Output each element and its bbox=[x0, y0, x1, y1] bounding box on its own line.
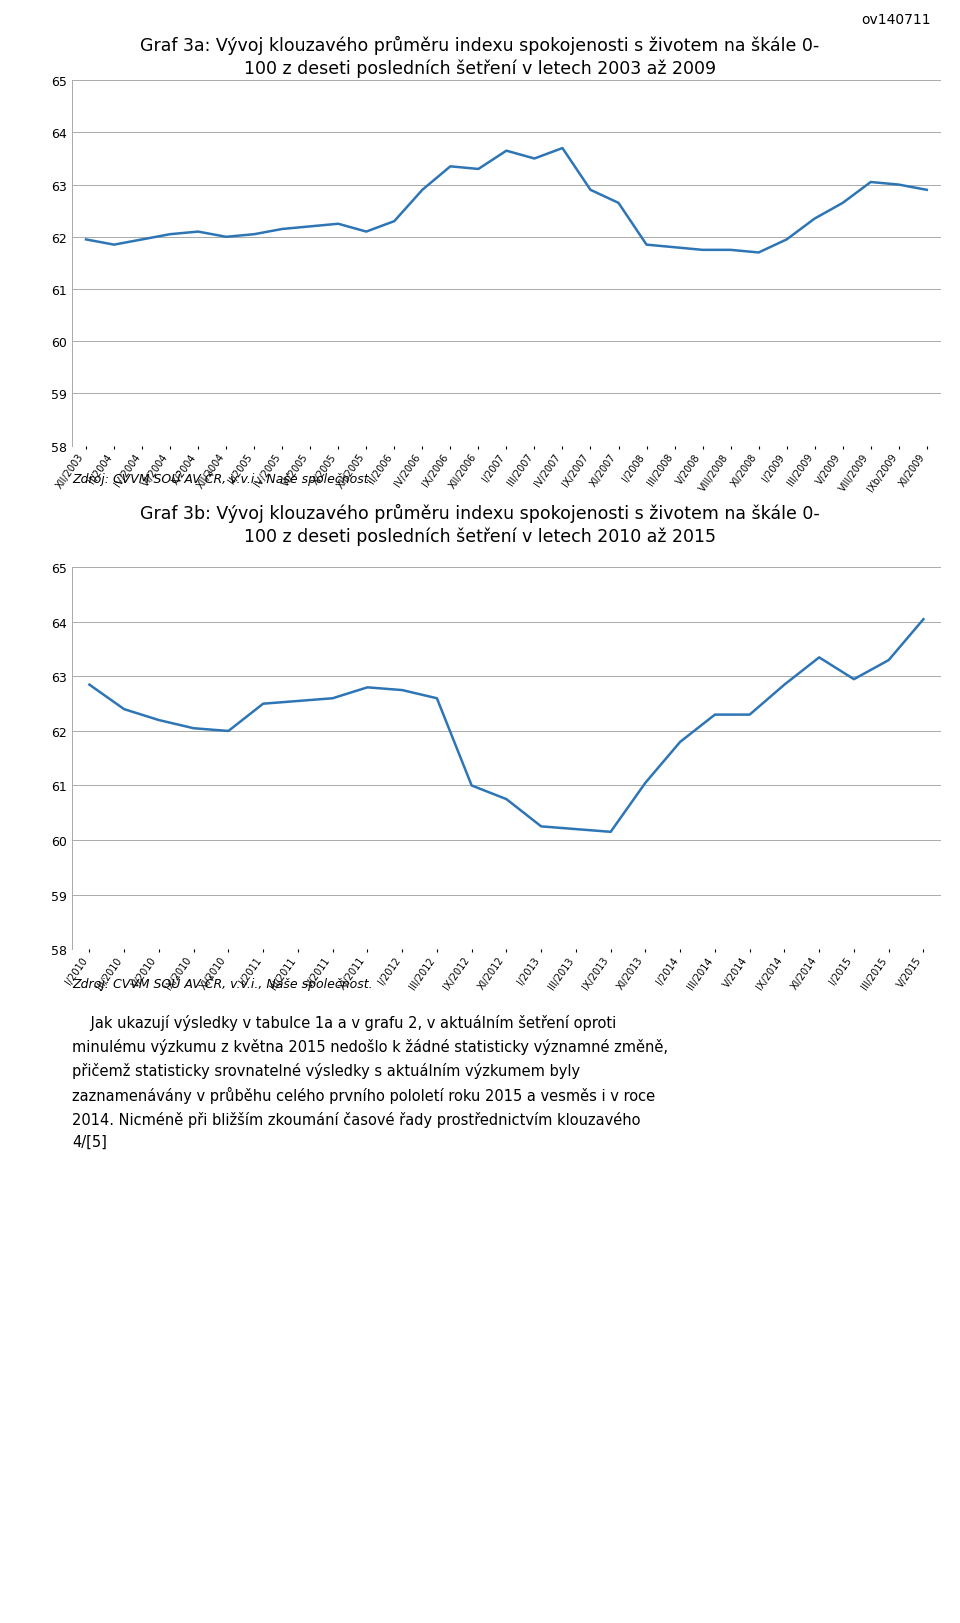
Text: Graf 3b: Vývoj klouzavého průměru indexu spokojenosti s životem na škále 0-
100 : Graf 3b: Vývoj klouzavého průměru indexu… bbox=[140, 503, 820, 545]
Text: Graf 3a: Vývoj klouzavého průměru indexu spokojenosti s životem na škále 0-
100 : Graf 3a: Vývoj klouzavého průměru indexu… bbox=[140, 36, 820, 78]
Text: Zdroj: CVVM SOÚ AV ČR, v.v.i., Naše společnost.: Zdroj: CVVM SOÚ AV ČR, v.v.i., Naše spol… bbox=[72, 975, 372, 990]
Text: Zdroj: CVVM SOÚ AV ČR, v.v.i., Naše společnost.: Zdroj: CVVM SOÚ AV ČR, v.v.i., Naše spol… bbox=[72, 471, 372, 485]
Text: Jak ukazují výsledky v tabulce 1a a v grafu 2, v aktuálním šetření oproti
minulé: Jak ukazují výsledky v tabulce 1a a v gr… bbox=[72, 1014, 668, 1149]
Text: ov140711: ov140711 bbox=[861, 13, 931, 28]
